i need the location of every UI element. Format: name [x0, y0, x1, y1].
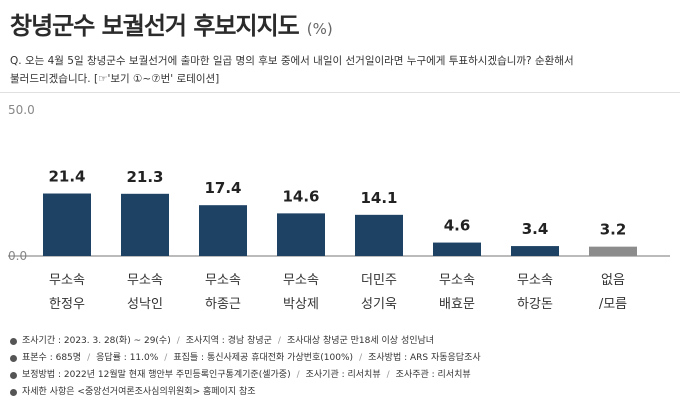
category-label: 없음 [601, 273, 625, 288]
footnote-text: 조사기관 : 리서치뷰 [305, 370, 381, 380]
question-line-1: Q. 오는 4월 5일 창녕군수 보궐선거에 출마한 일곱 명의 후보 중에서 … [10, 55, 574, 67]
footnote-text: 조사대상 창녕군 만18세 이상 성인남녀 [286, 336, 435, 346]
footnote-text: 보정방법 : 2022년 12월말 현재 행안부 주민등록인구통계기준(셀가중) [22, 370, 291, 380]
data-label: 21.3 [126, 168, 163, 186]
category-label: 하강돈 [517, 297, 553, 312]
unit-label: (%) [306, 20, 333, 38]
bar-chart: 0.050.021.4무소속한정우21.3무소속성낙인17.4무소속하종근14.… [8, 103, 670, 312]
footnote-text: 자세한 사항은 <중앙선거여론조사심의위원회> 홈페이지 참조 [22, 387, 256, 397]
question-line-2: 불러드리겠습니다. [☞'보기 ①~⑦번' 로테이션] [10, 73, 220, 85]
y-tick-label: 50.0 [8, 103, 35, 117]
footnote-text: 조사기간 : 2023. 3. 28(화) ~ 29(수) [22, 336, 171, 346]
bullet-icon [10, 355, 17, 362]
footnote-line: 조사기간 : 2023. 3. 28(화) ~ 29(수) / 조사지역 : 경남 … [10, 333, 481, 350]
footnote-text: 응답률 : 11.0% [96, 353, 159, 363]
category-label: 하종근 [205, 297, 241, 312]
category-label: 무소속 [439, 273, 475, 288]
data-label: 17.4 [204, 179, 241, 197]
category-label: 더민주 [361, 273, 397, 288]
category-label: 성낙인 [127, 297, 163, 312]
bar [355, 214, 403, 256]
data-label: 14.1 [360, 189, 397, 207]
category-label: 한정우 [49, 297, 85, 312]
data-label: 21.4 [48, 168, 85, 186]
bar [199, 205, 247, 256]
chart-title: 창녕군수 보궐선거 후보지지도 [10, 12, 300, 40]
category-label: 배효문 [439, 297, 475, 312]
separator: / [87, 353, 91, 363]
data-label: 3.2 [600, 221, 627, 239]
data-label: 4.6 [444, 217, 471, 235]
bar [511, 246, 559, 256]
separator: / [176, 336, 180, 346]
category-label: 무소속 [49, 273, 85, 288]
footnote-text: 조사주관 : 리서치뷰 [395, 370, 471, 380]
separator: / [277, 336, 281, 346]
separator: / [164, 353, 168, 363]
separator: / [359, 353, 363, 363]
title-area: 창녕군수 보궐선거 후보지지도 (%) [10, 6, 333, 41]
bar [433, 242, 481, 256]
divider [0, 92, 680, 93]
bar [121, 193, 169, 256]
category-label: 박상제 [283, 297, 319, 312]
data-label: 14.6 [282, 187, 319, 205]
bullet-icon [10, 338, 17, 345]
category-label: 무소속 [517, 273, 553, 288]
bullet-icon [10, 389, 17, 396]
footnote-line: 표본수 : 685명 / 응답률 : 11.0% / 표집틀 : 통신사제공 휴대전화 … [10, 350, 481, 367]
category-label: 무소속 [205, 273, 241, 288]
footnote-text: 조사지역 : 경남 창녕군 [185, 336, 272, 346]
bullet-icon [10, 372, 17, 379]
bar [43, 193, 91, 256]
footnotes: 조사기간 : 2023. 3. 28(화) ~ 29(수) / 조사지역 : 경남 … [10, 333, 481, 401]
category-label: 무소속 [283, 273, 319, 288]
footnote-text: 조사방법 : ARS 자동응답조사 [368, 353, 481, 363]
footnote-text: 표집틀 : 통신사제공 휴대전화 가상번호(100%) [173, 353, 354, 363]
footnote-line: 자세한 사항은 <중앙선거여론조사심의위원회> 홈페이지 참조 [10, 384, 481, 401]
survey-question: Q. 오는 4월 5일 창녕군수 보궐선거에 출마한 일곱 명의 후보 중에서 … [10, 52, 660, 88]
category-label: 성기욱 [361, 297, 397, 312]
separator: / [386, 370, 390, 380]
footnote-text: 표본수 : 685명 [22, 353, 82, 363]
bar [277, 213, 325, 256]
separator: / [296, 370, 300, 380]
data-label: 3.4 [522, 220, 549, 238]
category-label: 무소속 [127, 273, 163, 288]
bar [589, 246, 637, 256]
footnote-line: 보정방법 : 2022년 12월말 현재 행안부 주민등록인구통계기준(셀가중)… [10, 367, 481, 384]
category-label: /모름 [599, 297, 627, 312]
